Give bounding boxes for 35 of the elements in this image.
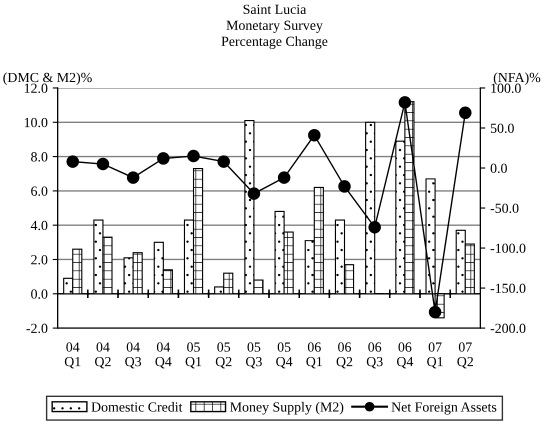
y2-tick-label: 50.0 [490,124,514,134]
x-tick-label: 06 Q3 [366,342,383,368]
y2-tick-label: 100.0 [491,84,521,93]
y2-axis-title: (NFA)% [494,72,540,85]
y-tick-label: 10.0 [24,118,48,128]
x-tick-label: 04 Q4 [155,342,172,368]
y-tick-label: 0.0 [31,289,48,299]
y-tick-label: 8.0 [31,152,48,162]
legend-label: Domestic Credit [91,402,182,412]
y-tick-label: 12.0 [24,84,48,93]
x-tick-label: 04 Q2 [95,342,111,368]
y-tick-label: 6.0 [31,186,48,196]
x-tick-label: 06 Q4 [396,342,414,368]
y-tick-label: 4.0 [30,220,48,230]
x-tick-label: 05 Q3 [246,342,262,368]
legend-label: Money Supply (M2) [230,402,344,415]
x-tick-label: 07 Q1 [427,342,443,368]
y-tick-label: -2.0 [26,324,48,334]
y2-tick-label: -150.0 [490,284,526,294]
legend-label: Net Foreign Assets [392,402,496,415]
y2-tick-label: -100.0 [490,244,526,254]
x-tick-label: 04 Q3 [125,342,142,368]
x-tick-label: 05 Q4 [276,342,292,368]
y2-tick-label: -50.0 [490,204,518,214]
y2-tick-label: -200.0 [490,324,526,334]
x-tick-label: 06 Q1 [306,342,322,368]
y2-tick-label: 0.0 [490,164,507,174]
x-tick-label: 06 Q2 [336,342,352,368]
chart-title: Saint Lucia Monetary Survey Percentage Change [221,4,328,49]
x-tick-label: 07 Q2 [457,342,473,368]
x-tick-label: 05 Q2 [216,342,232,368]
y-axis-title: (DMC & M2)% [3,72,92,85]
x-tick-label: 04 Q1 [64,342,80,368]
x-tick-label: 05 Q1 [186,342,202,368]
y-tick-label: 2.0 [31,255,48,265]
